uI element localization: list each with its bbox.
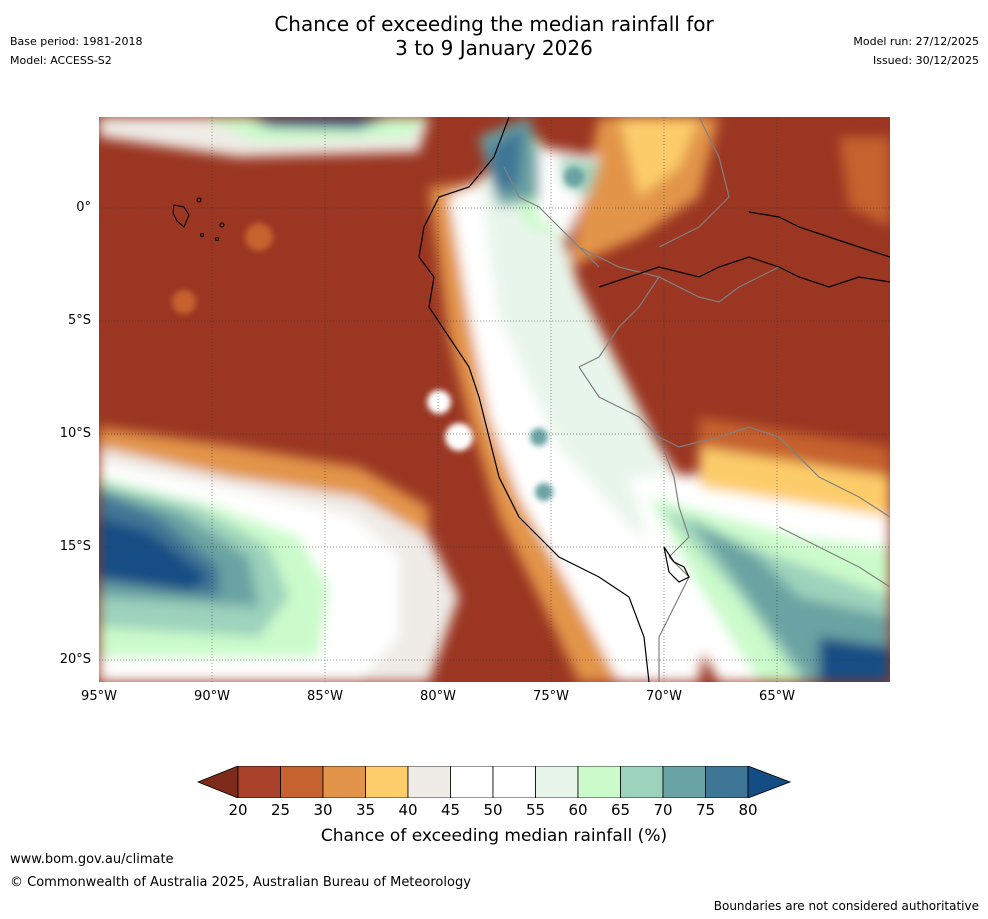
field-n-blue	[249, 117, 389, 129]
field-spot-2	[445, 423, 473, 451]
field-amazon-yellow	[619, 117, 699, 197]
meta-left: Base period: 1981-2018 Model: ACCESS-S2	[10, 32, 142, 70]
model-text: Model: ACCESS-S2	[10, 54, 112, 67]
colorbar	[196, 766, 792, 798]
title-line-1: Chance of exceeding the median rainfall …	[274, 12, 714, 36]
field-spot-6	[564, 167, 584, 187]
map-field	[99, 117, 890, 682]
field-spot-1	[427, 390, 451, 414]
colorbar-segment	[322, 766, 366, 798]
border-bolivia-chile	[658, 556, 690, 682]
lat-label-15s: 15°S	[59, 539, 91, 554]
colorbar-segment	[662, 766, 706, 798]
lon-label-85w: 85°W	[307, 689, 343, 704]
colorbar-segment	[365, 766, 409, 798]
coastline-amazon-tributary	[598, 256, 890, 288]
border-colombia-venezuela	[658, 117, 730, 248]
field-spot-3	[245, 223, 273, 251]
galapagos-islet-4	[215, 237, 219, 241]
field-sw-orange	[99, 427, 429, 537]
galapagos-islands	[172, 197, 225, 241]
field-spot-5	[530, 428, 548, 446]
field-coast-lightgreen	[479, 157, 689, 537]
colorbar-tick: 70	[653, 801, 673, 819]
coastline-lake-titicaca	[663, 546, 690, 583]
lon-label-70w: 70°W	[646, 689, 682, 704]
model-run-text: Model run: 27/12/2025	[853, 35, 979, 48]
colorbar-segment	[705, 766, 749, 798]
border-colombia-ecuador	[503, 166, 600, 268]
colorbar-tick: 75	[695, 801, 716, 819]
colorbar-tick: 25	[270, 801, 291, 819]
disclaimer-text: Boundaries are not considered authoritat…	[713, 899, 979, 913]
lat-label-10s: 10°S	[59, 426, 91, 441]
field-alt-darkblue	[819, 637, 890, 682]
border-peru-brazil	[578, 276, 660, 368]
coastline-amazon-river	[748, 211, 890, 258]
lon-label-80w: 80°W	[420, 689, 456, 704]
colorbar-segment	[535, 766, 579, 798]
colorbar-tick: 80	[738, 801, 758, 819]
lat-label-20s: 20°S	[59, 652, 91, 667]
colorbar-label: Chance of exceeding median rainfall (%)	[320, 826, 668, 846]
field-spot-4	[172, 290, 196, 314]
colorbar-tick: 30	[313, 801, 333, 819]
coastline-west-south-america	[418, 117, 650, 682]
base-period-text: Base period: 1981-2018	[10, 35, 143, 48]
galapagos-islet-2	[219, 222, 225, 228]
colorbar-tick: 60	[568, 801, 588, 819]
border-peru-bolivia	[658, 436, 690, 558]
country-borders	[503, 117, 890, 682]
border-brazil-bolivia	[578, 366, 890, 518]
issued-text: Issued: 30/12/2025	[872, 54, 979, 67]
galapagos-islet-3	[200, 233, 204, 237]
field-coast-blue	[489, 127, 524, 192]
colorbar-segment	[407, 766, 451, 798]
colorbar-high-arrow	[747, 766, 792, 798]
field-ne-orange	[839, 137, 890, 227]
galapagos-islet-1	[196, 197, 202, 203]
colorbar-tick: 40	[398, 801, 418, 819]
border-bolivia-paraguay	[778, 526, 890, 588]
lon-label-65w: 65°W	[759, 689, 795, 704]
colorbar-segment	[577, 766, 621, 798]
colorbar-tick: 55	[525, 801, 546, 819]
field-spot-7	[535, 483, 553, 501]
colorbar-segment	[620, 766, 664, 798]
lon-label-95w: 95°W	[81, 689, 117, 704]
field-east-yellow	[699, 447, 890, 517]
colorbar-segment	[280, 766, 324, 798]
colorbar-low-arrow	[196, 766, 239, 798]
lat-label-0: 0°	[76, 200, 91, 215]
border-peru-colombia	[578, 246, 780, 303]
colorbar-tick: 35	[355, 801, 376, 819]
colorbar-tick: 20	[228, 801, 248, 819]
colorbar-segment	[237, 766, 281, 798]
website-link[interactable]: www.bom.gov.au/climate	[10, 852, 174, 867]
graticule	[99, 117, 890, 682]
colorbar-tick: 65	[610, 801, 631, 819]
galapagos-main	[172, 204, 190, 228]
lat-label-5s: 5°S	[67, 313, 91, 328]
copyright-text: © Commonwealth of Australia 2025, Austra…	[10, 875, 471, 890]
field-sw-darkblue	[99, 517, 209, 592]
lon-label-75w: 75°W	[533, 689, 569, 704]
meta-right: Model run: 27/12/2025 Issued: 30/12/2025	[853, 32, 979, 70]
colorbar-segment	[492, 766, 536, 798]
rainfall-map	[99, 117, 890, 682]
colorbar-segment	[450, 766, 494, 798]
title-line-2: 3 to 9 January 2026	[395, 36, 593, 60]
lon-label-90w: 90°W	[194, 689, 230, 704]
coastlines	[418, 117, 890, 682]
colorbar-tick: 45	[440, 801, 461, 819]
chart-title: Chance of exceeding the median rainfall …	[0, 12, 988, 60]
colorbar-tick: 50	[483, 801, 503, 819]
